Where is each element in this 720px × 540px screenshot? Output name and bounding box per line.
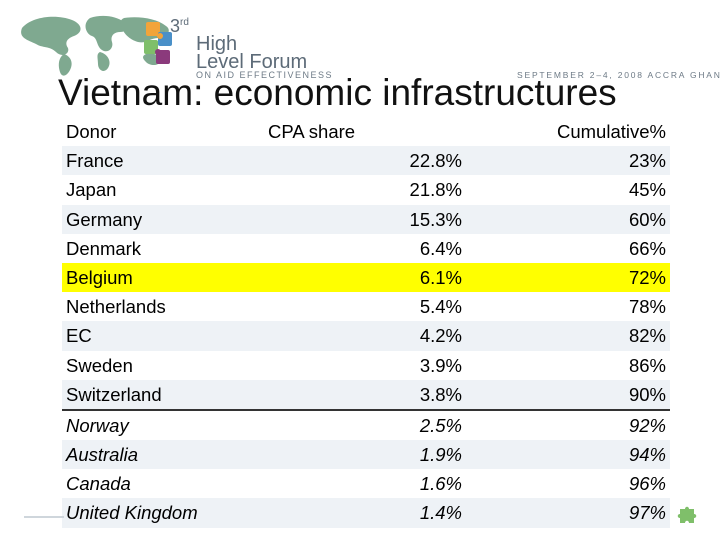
table-row-highlighted: Belgium 6.1% 72% xyxy=(62,262,670,293)
cpa-share: 3.8% xyxy=(419,383,462,405)
cpa-share: 6.1% xyxy=(419,266,462,288)
donor-name: Canada xyxy=(66,473,131,495)
cpa-share: 15.3% xyxy=(409,208,462,230)
donor-name: Japan xyxy=(66,179,117,201)
header-cumulative: Cumulative% xyxy=(557,121,666,142)
cumulative: 97% xyxy=(628,502,666,524)
table-row: Netherlands 5.4% 78% xyxy=(62,292,670,321)
cumulative: 86% xyxy=(628,354,666,376)
forum-title-line1: High xyxy=(196,33,238,55)
table-row: Switzerland 3.8% 90% xyxy=(62,379,670,409)
slide-title: Vietnam: economic infrastructures xyxy=(58,72,617,113)
header-cpa-share: CPA share xyxy=(268,121,356,142)
cumulative: 96% xyxy=(628,473,666,495)
table-row: France 22.8% 23% xyxy=(62,146,670,176)
donor-name: Norway xyxy=(66,414,129,436)
cumulative: 45% xyxy=(628,179,666,201)
table-row: Germany 15.3% 60% xyxy=(62,204,670,234)
cumulative: 94% xyxy=(628,444,666,466)
table-row: United Kingdom 1.4% 97% xyxy=(62,498,670,528)
cumulative: 23% xyxy=(628,150,666,172)
cpa-share: 1.4% xyxy=(419,502,462,524)
table-row: Australia 1.9% 94% xyxy=(62,440,670,470)
cumulative: 82% xyxy=(628,325,666,347)
cumulative: 78% xyxy=(628,296,666,318)
donor-name: France xyxy=(66,150,124,172)
donor-name: Switzerland xyxy=(66,383,162,405)
cumulative: 92% xyxy=(628,414,666,436)
puzzle-piece-icon xyxy=(677,506,697,523)
donor-name: Netherlands xyxy=(66,296,166,318)
table-row: Japan 21.8% 45% xyxy=(62,175,670,204)
cpa-share: 3.9% xyxy=(419,354,462,376)
footer-divider xyxy=(24,516,64,518)
donor-table: Donor CPA share Cumulative% France 22.8%… xyxy=(62,117,670,528)
cpa-share: 1.9% xyxy=(419,444,462,466)
forum-number: 3rd xyxy=(170,16,189,36)
world-map-logo xyxy=(21,15,172,76)
forum-subtitle: ON AID EFFECTIVENESS xyxy=(196,70,334,80)
donor-name: Germany xyxy=(66,208,143,230)
cpa-share: 5.4% xyxy=(419,296,462,318)
donor-name: Sweden xyxy=(66,354,133,376)
table-row: Norway 2.5% 92% xyxy=(62,408,670,440)
donor-name: Denmark xyxy=(66,237,142,259)
cpa-share: 4.2% xyxy=(419,325,462,347)
table-row: EC 4.2% 82% xyxy=(62,321,670,351)
cumulative: 66% xyxy=(628,237,666,259)
table-row: Denmark 6.4% 66% xyxy=(62,234,670,263)
cpa-share: 6.4% xyxy=(419,237,462,259)
forum-title-line2: Level Forum xyxy=(196,51,308,73)
table-row: Sweden 3.9% 86% xyxy=(62,351,670,380)
cumulative: 72% xyxy=(628,266,666,288)
cpa-share: 2.5% xyxy=(419,414,462,436)
table-row: Canada 1.6% 96% xyxy=(62,469,670,498)
header-donor: Donor xyxy=(66,121,117,142)
cpa-share: 1.6% xyxy=(419,473,462,495)
cumulative: 90% xyxy=(628,383,666,405)
donor-name: EC xyxy=(66,325,92,347)
cpa-share: 22.8% xyxy=(409,150,462,172)
table-header: Donor CPA share Cumulative% xyxy=(62,117,670,146)
donor-name: Australia xyxy=(66,444,138,466)
cpa-share: 21.8% xyxy=(409,179,462,201)
donor-name: Belgium xyxy=(66,266,133,288)
event-date-location: SEPTEMBER 2–4, 2008 ACCRA GHANA xyxy=(517,70,720,80)
cumulative: 60% xyxy=(628,208,666,230)
donor-name: United Kingdom xyxy=(66,502,198,524)
